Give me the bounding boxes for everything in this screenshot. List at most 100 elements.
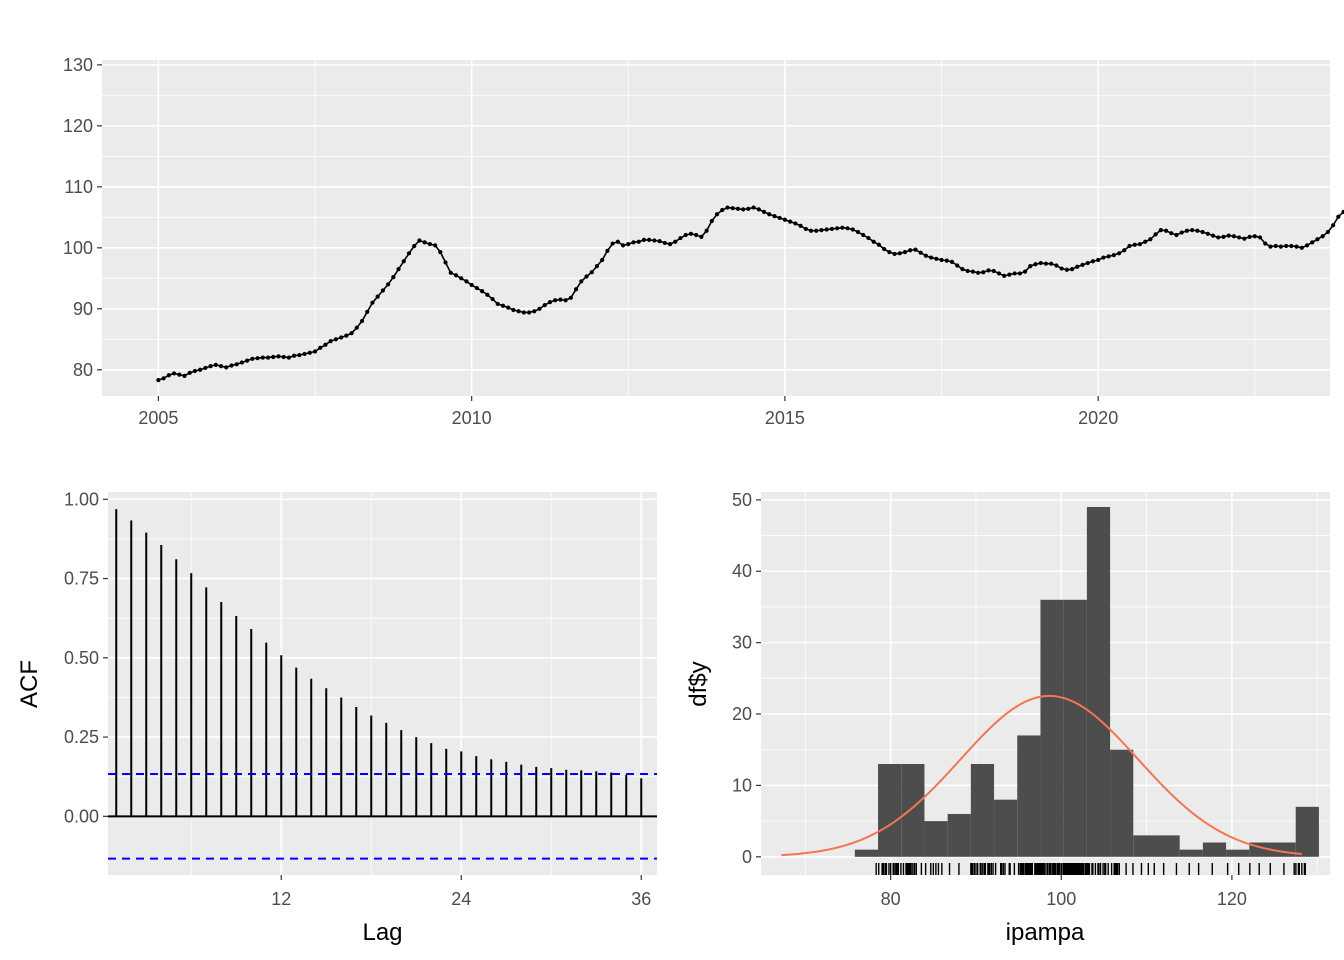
data-point — [1242, 236, 1247, 241]
histogram-bar — [1295, 806, 1319, 857]
data-point — [1127, 243, 1132, 249]
data-point — [970, 269, 975, 274]
data-point — [1101, 255, 1106, 260]
data-point — [1033, 262, 1038, 267]
y-tick-label: 0 — [742, 847, 752, 867]
acf-bars — [108, 509, 657, 860]
data-point — [422, 240, 427, 245]
y-tick-label: 90 — [73, 299, 93, 319]
data-point — [1169, 231, 1174, 236]
data-point — [1148, 237, 1153, 242]
time-series-plot: 80 90 100 110 120 130 2005 2010 2015 2020 — [63, 55, 1344, 428]
data-point — [177, 372, 182, 377]
data-point — [772, 214, 777, 219]
data-point — [615, 239, 620, 244]
histogram-y-axis-title: df$y — [685, 661, 712, 706]
data-point — [814, 228, 819, 233]
histogram-x-ticks: 80 100 120 — [881, 875, 1247, 909]
data-point — [568, 295, 573, 300]
data-point — [699, 234, 704, 239]
data-point — [511, 307, 516, 313]
data-point — [1122, 248, 1127, 253]
histogram-bar — [1110, 749, 1134, 857]
data-point — [913, 247, 918, 252]
data-point — [939, 257, 944, 263]
data-point — [704, 228, 709, 233]
y-tick-label: 0.75 — [64, 569, 99, 589]
data-point — [1210, 233, 1216, 238]
y-tick-label: 50 — [732, 490, 752, 510]
data-point — [537, 306, 542, 311]
data-point — [453, 273, 459, 278]
data-point — [620, 243, 626, 248]
data-point — [949, 259, 955, 264]
data-point — [647, 237, 652, 242]
data-point — [547, 299, 553, 305]
data-point — [986, 268, 991, 273]
y-tick-label: 130 — [63, 55, 93, 75]
data-point — [1221, 234, 1226, 239]
data-point — [255, 356, 260, 361]
data-point — [1252, 234, 1257, 239]
data-point — [1096, 257, 1101, 263]
data-point — [641, 237, 647, 242]
data-point — [260, 355, 265, 360]
data-point — [1007, 272, 1012, 277]
data-point — [1038, 260, 1043, 266]
data-point — [1237, 235, 1242, 240]
data-point — [1200, 229, 1205, 235]
data-point — [887, 249, 892, 255]
data-point — [1263, 241, 1268, 246]
data-point — [929, 255, 934, 260]
data-point — [1216, 235, 1221, 240]
data-point — [1158, 228, 1163, 233]
x-tick-label: 2015 — [765, 408, 805, 428]
data-point — [605, 248, 610, 253]
data-point — [1304, 243, 1310, 248]
data-point — [960, 267, 965, 272]
data-point — [412, 243, 417, 249]
data-point — [683, 232, 688, 238]
data-point — [1002, 273, 1007, 278]
data-point — [443, 260, 448, 265]
y-tick-label: 100 — [63, 238, 93, 258]
data-point — [1090, 259, 1096, 264]
data-point — [788, 219, 793, 224]
data-point — [1049, 261, 1054, 266]
data-point — [714, 212, 720, 217]
data-point — [798, 223, 803, 228]
histogram-bar — [924, 821, 948, 857]
data-point — [918, 250, 923, 255]
data-point — [339, 335, 344, 340]
data-point — [975, 270, 981, 275]
data-point — [354, 325, 359, 330]
data-point — [506, 305, 511, 310]
data-point — [1179, 230, 1184, 235]
data-point — [902, 249, 908, 255]
data-point — [636, 239, 641, 244]
histogram-bar — [1063, 599, 1087, 857]
time-series-line-group — [156, 205, 1344, 383]
data-point — [1174, 232, 1179, 238]
data-point — [250, 356, 255, 361]
data-point — [1028, 264, 1033, 269]
data-point — [626, 242, 631, 247]
data-point — [328, 339, 333, 344]
data-point — [1299, 245, 1304, 250]
acf-y-axis-title: ACF — [16, 660, 43, 708]
data-point — [239, 360, 245, 365]
data-point — [474, 285, 479, 291]
x-tick-label: 2020 — [1078, 408, 1118, 428]
data-point — [396, 267, 401, 272]
data-point — [1257, 235, 1263, 240]
data-point — [323, 342, 328, 347]
histogram-bar — [970, 763, 995, 857]
data-point — [991, 268, 996, 274]
histogram-y-ticks: 0 10 20 30 40 50 — [732, 490, 761, 867]
data-point — [589, 270, 594, 275]
data-point — [1278, 244, 1284, 249]
acf-x-axis-title: Lag — [362, 919, 402, 946]
data-point — [448, 270, 453, 275]
data-point — [1205, 231, 1210, 236]
data-point — [855, 229, 861, 235]
